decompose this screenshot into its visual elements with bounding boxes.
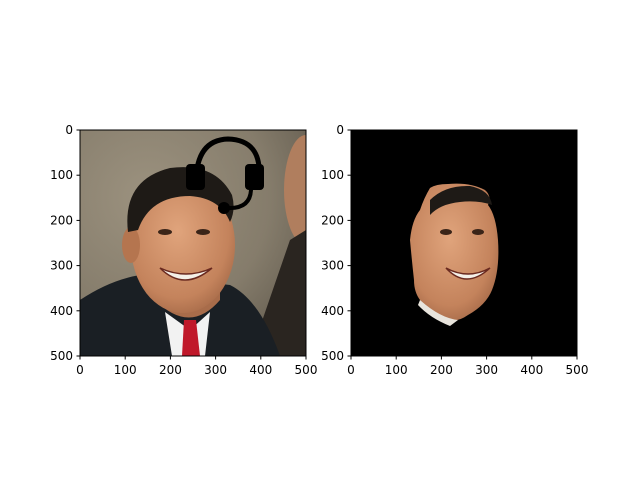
right-y-tick-label: 0 [336,123,344,137]
axes-right-frame [350,129,578,357]
left-y-tick-label: 400 [50,304,73,318]
right-x-tick-label: 100 [385,363,408,377]
portrait-photo [80,130,306,356]
right-y-tick-label: 300 [321,259,344,273]
axes-left-frame [79,129,307,357]
left-x-tick-label: 300 [204,363,227,377]
left-x-tick-label: 200 [159,363,182,377]
right-x-tick-label: 200 [430,363,453,377]
left-y-tick-label: 500 [50,349,73,363]
masked-face-image [351,130,577,356]
right-x-tick-label: 400 [520,363,543,377]
right-x-tick-label: 300 [475,363,498,377]
left-x-tick-label: 0 [76,363,84,377]
right-x-tick-label: 500 [566,363,589,377]
right-y-tick-label: 400 [321,304,344,318]
right-y-tick-label: 100 [321,168,344,182]
left-y-tick-label: 300 [50,259,73,273]
headset-icon [186,136,264,214]
left-x-tick-label: 500 [295,363,318,377]
left-y-tick-label: 200 [50,213,73,227]
left-y-tick-label: 100 [50,168,73,182]
right-x-tick-label: 0 [347,363,355,377]
left-y-tick-label: 0 [65,123,73,137]
left-x-tick-label: 400 [249,363,272,377]
left-x-tick-label: 100 [114,363,137,377]
right-y-tick-label: 200 [321,213,344,227]
right-y-tick-label: 500 [321,349,344,363]
